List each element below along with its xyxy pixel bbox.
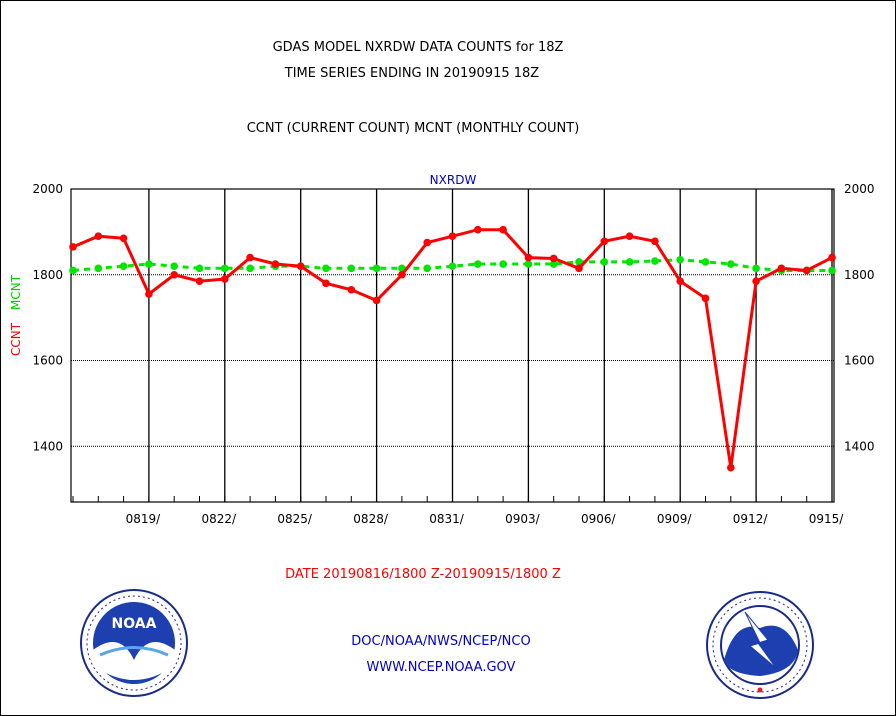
data-point-ccnt	[651, 237, 659, 246]
x-tick-label: 0909/	[657, 512, 693, 526]
data-point-ccnt	[575, 264, 583, 273]
data-point-ccnt	[499, 225, 507, 234]
noaa-logo-text: NOAA	[112, 616, 157, 632]
data-point-ccnt	[474, 225, 482, 234]
data-point-ccnt	[145, 290, 153, 298]
chart-title-line1: GDAS MODEL NXRDW DATA COUNTS for 18Z	[273, 40, 564, 55]
y-tick-label-left: 2000	[32, 182, 63, 196]
y-tick-label-right: 1400	[844, 439, 875, 453]
data-point-ccnt	[347, 285, 356, 294]
data-point-ccnt	[802, 266, 811, 275]
data-point-mcnt	[69, 266, 77, 275]
data-point-ccnt	[271, 260, 280, 268]
x-tick-label: 0828/	[353, 512, 389, 526]
website-link[interactable]: WWW.NCEP.NOAA.GOV	[367, 660, 516, 675]
data-point-mcnt	[347, 264, 356, 273]
data-point-ccnt	[69, 243, 77, 251]
data-point-mcnt	[727, 260, 735, 268]
x-tick-label: 0822/	[202, 512, 238, 526]
data-point-mcnt	[474, 260, 482, 268]
y-label-ccnt: CCNT	[9, 322, 23, 356]
data-point-mcnt	[221, 264, 229, 273]
y-tick-label-right: 2000	[844, 182, 875, 196]
data-point-ccnt	[170, 270, 178, 279]
data-point-ccnt	[94, 232, 103, 240]
data-point-mcnt	[651, 257, 659, 265]
x-tick-label: 0903/	[505, 512, 541, 526]
data-point-ccnt	[322, 279, 330, 288]
x-tick-label: 0912/	[733, 512, 769, 526]
data-point-ccnt	[600, 237, 609, 246]
x-tick-label: 0819/	[126, 512, 162, 526]
data-point-ccnt	[246, 253, 254, 262]
data-point-ccnt	[372, 296, 381, 305]
data-point-ccnt	[221, 275, 229, 283]
chart-title-line2: TIME SERIES ENDING IN 20190915 18Z	[284, 66, 540, 81]
data-point-ccnt	[524, 253, 533, 262]
plot-title: NXRDW	[430, 173, 477, 187]
data-point-mcnt	[575, 258, 583, 266]
data-point-mcnt	[499, 260, 507, 268]
data-point-mcnt	[170, 262, 178, 270]
data-point-mcnt	[676, 255, 684, 264]
y-tick-label-left: 1800	[32, 268, 63, 282]
plot-area: 1400 1400 1600 1600 1800 1800 2000 2000 0819/082…	[32, 182, 874, 526]
x-tick-label: 0825/	[277, 512, 313, 526]
y-tick-label-right: 1800	[844, 268, 875, 282]
data-point-mcnt	[549, 260, 558, 268]
y-tick-label-left: 1600	[32, 354, 63, 368]
data-point-mcnt	[448, 262, 457, 270]
data-point-ccnt	[448, 232, 457, 240]
data-point-mcnt	[752, 264, 760, 273]
data-point-ccnt	[828, 253, 836, 262]
data-point-ccnt	[549, 254, 558, 263]
data-point-ccnt	[625, 232, 634, 240]
data-point-mcnt	[701, 258, 710, 266]
data-point-mcnt	[625, 258, 634, 266]
x-tick-label: 0915/	[809, 512, 845, 526]
x-tick-label: 0906/	[581, 512, 617, 526]
data-point-ccnt	[676, 277, 684, 285]
data-point-ccnt	[777, 264, 786, 273]
data-point-ccnt	[423, 238, 432, 247]
data-point-ccnt	[296, 262, 305, 270]
nws-logo	[706, 591, 814, 699]
data-point-ccnt	[195, 277, 204, 285]
data-point-mcnt	[94, 264, 103, 273]
date-range: DATE 20190816/1800 Z-20190915/1800 Z	[285, 567, 561, 582]
data-point-ccnt	[701, 294, 710, 303]
data-point-ccnt	[119, 234, 128, 243]
noaa-logo: NOAA	[80, 589, 188, 697]
data-point-mcnt	[322, 264, 330, 273]
data-point-mcnt	[423, 264, 432, 273]
data-point-mcnt	[372, 264, 381, 273]
data-point-ccnt	[398, 270, 406, 279]
data-point-mcnt	[195, 264, 204, 273]
data-point-mcnt	[524, 260, 533, 268]
y-tick-label-left: 1400	[32, 439, 63, 453]
data-point-mcnt	[246, 264, 254, 273]
data-point-ccnt	[727, 463, 735, 472]
y-axis-label: CCNT MCNT	[9, 274, 23, 356]
data-point-mcnt	[600, 258, 609, 266]
y-label-mcnt: MCNT	[9, 274, 23, 310]
x-tick-label: 0831/	[429, 512, 465, 526]
data-point-mcnt	[828, 266, 836, 275]
data-point-mcnt	[145, 260, 153, 268]
org-line: DOC/NOAA/NWS/NCEP/NCO	[351, 634, 530, 649]
data-point-ccnt	[752, 277, 760, 285]
y-tick-label-right: 1600	[844, 354, 875, 368]
chart-subtitle: CCNT (CURRENT COUNT) MCNT (MONTHLY COUNT…	[247, 121, 580, 136]
data-point-mcnt	[119, 262, 128, 270]
